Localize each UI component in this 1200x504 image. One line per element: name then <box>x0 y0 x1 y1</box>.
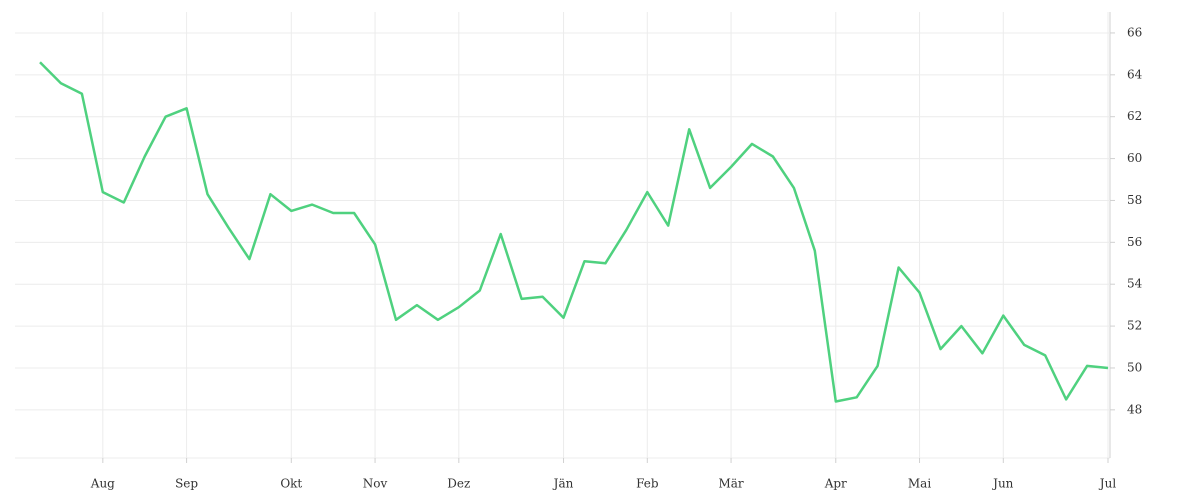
y-tick-label: 54 <box>1127 277 1143 291</box>
y-tick-label: 52 <box>1127 319 1142 333</box>
x-tick-label: Mär <box>718 477 743 491</box>
y-tick-label: 62 <box>1127 109 1142 123</box>
x-tick-label: Jän <box>552 477 574 491</box>
x-tick-label: Jun <box>991 477 1014 491</box>
line <box>39 61 1109 403</box>
x-tick-label: Okt <box>280 477 302 491</box>
y-tick-label: 50 <box>1127 360 1142 374</box>
x-tick-label: Jul <box>1098 477 1117 491</box>
x-tick-label: Nov <box>363 477 388 491</box>
y-tick-label: 66 <box>1127 25 1142 39</box>
x-tick-label: Mai <box>908 477 931 491</box>
x-tick-label: Sep <box>175 477 198 491</box>
y-tick-label: 58 <box>1127 193 1142 207</box>
x-tick-label: Feb <box>636 477 659 491</box>
y-tick-label: 48 <box>1127 402 1142 416</box>
x-tick-label: Dez <box>447 477 470 491</box>
y-tick-label: 56 <box>1127 235 1142 249</box>
y-tick-label: 64 <box>1127 67 1143 81</box>
y-tick-label: 60 <box>1127 151 1142 165</box>
x-tick-label: Apr <box>824 477 847 491</box>
x-tick-label: Aug <box>90 477 115 491</box>
